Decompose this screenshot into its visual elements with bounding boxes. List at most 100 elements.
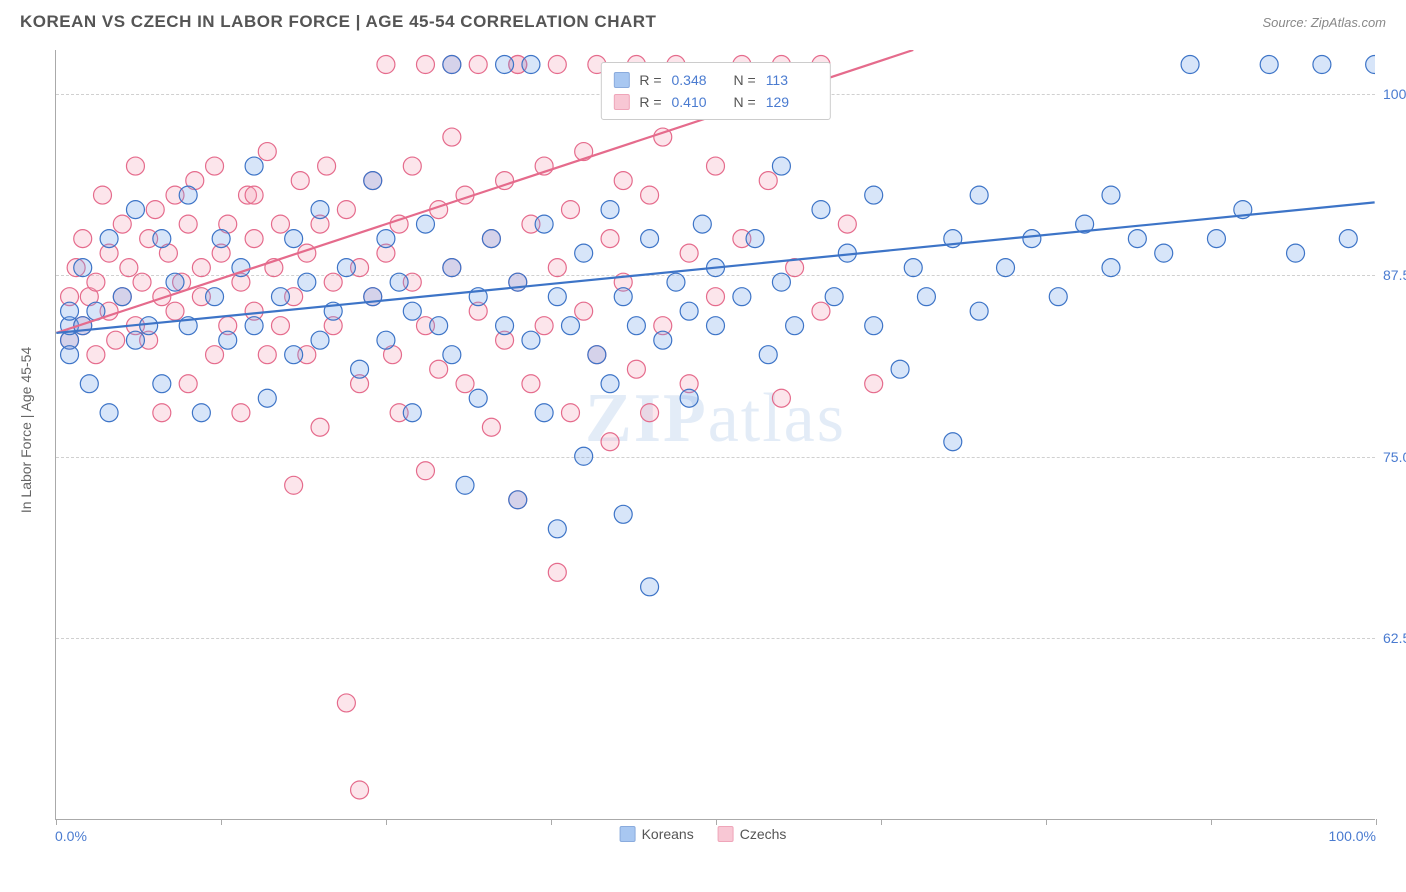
legend-r-koreans: 0.348 [672,69,724,91]
scatter-point [74,259,92,277]
legend-label-koreans: Koreans [642,826,694,842]
scatter-point [1313,56,1331,74]
scatter-point [865,186,883,204]
x-tick [56,819,57,825]
scatter-point [707,288,725,306]
legend-swatch-koreans-b [620,826,636,842]
scatter-point [113,288,131,306]
scatter-point [126,201,144,219]
scatter-point [258,346,276,364]
scatter-point [548,563,566,581]
scatter-point [759,172,777,190]
scatter-point [865,375,883,393]
scatter-point [772,389,790,407]
scatter-point [1155,244,1173,262]
scatter-point [377,230,395,248]
scatter-point [627,317,645,335]
chart-header: KOREAN VS CZECH IN LABOR FORCE | AGE 45-… [0,0,1406,40]
scatter-point [271,317,289,335]
scatter-point [601,201,619,219]
scatter-point [245,157,263,175]
scatter-point [87,346,105,364]
x-tick [1211,819,1212,825]
scatter-point [179,215,197,233]
scatter-point [746,230,764,248]
scatter-point [482,230,500,248]
scatter-point [291,172,309,190]
scatter-point [509,491,527,509]
scatter-point [245,230,263,248]
scatter-point [74,230,92,248]
legend-swatch-koreans [613,72,629,88]
scatter-point [667,273,685,291]
scatter-point [970,186,988,204]
scatter-point [535,215,553,233]
scatter-point [377,331,395,349]
scatter-point [601,230,619,248]
legend-swatch-czechs-b [718,826,734,842]
chart-plot-area: ZIPatlas R = 0.348 N = 113 R = 0.410 N =… [55,50,1375,820]
scatter-svg [56,50,1375,819]
scatter-point [614,288,632,306]
scatter-point [206,288,224,306]
scatter-point [318,157,336,175]
scatter-point [416,462,434,480]
scatter-point [146,201,164,219]
scatter-point [1128,230,1146,248]
y-axis-title: In Labor Force | Age 45-54 [18,347,34,513]
x-tick [1376,819,1377,825]
scatter-point [548,259,566,277]
scatter-point [522,56,540,74]
scatter-point [812,201,830,219]
scatter-point [812,302,830,320]
scatter-point [285,346,303,364]
scatter-point [588,346,606,364]
scatter-point [1339,230,1357,248]
scatter-point [1366,56,1375,74]
scatter-point [970,302,988,320]
scatter-point [522,331,540,349]
scatter-point [212,230,230,248]
scatter-point [456,375,474,393]
y-tick-label: 75.0% [1383,449,1406,465]
scatter-point [311,331,329,349]
scatter-point [443,56,461,74]
scatter-point [575,244,593,262]
scatter-point [100,230,118,248]
scatter-point [80,375,98,393]
scatter-point [601,433,619,451]
scatter-point [126,331,144,349]
scatter-point [772,273,790,291]
scatter-point [601,375,619,393]
scatter-point [627,360,645,378]
scatter-point [786,317,804,335]
x-axis-min-label: 0.0% [55,828,87,844]
scatter-point [126,157,144,175]
scatter-point [680,389,698,407]
legend-row-koreans: R = 0.348 N = 113 [613,69,817,91]
x-tick [881,819,882,825]
y-tick-label: 100.0% [1383,86,1406,102]
scatter-point [120,259,138,277]
legend-n-label: N = [734,69,756,91]
chart-source: Source: ZipAtlas.com [1262,15,1386,30]
y-tick-label: 62.5% [1383,630,1406,646]
scatter-point [469,56,487,74]
legend-n-koreans: 113 [766,69,818,91]
scatter-point [337,201,355,219]
x-tick [551,819,552,825]
scatter-point [1023,230,1041,248]
scatter-point [166,302,184,320]
scatter-point [548,56,566,74]
scatter-point [865,317,883,335]
scatter-point [707,157,725,175]
scatter-point [377,56,395,74]
scatter-point [271,215,289,233]
scatter-point [1181,56,1199,74]
scatter-point [562,317,580,335]
legend-item-czechs: Czechs [718,826,787,842]
scatter-point [179,186,197,204]
correlation-legend: R = 0.348 N = 113 R = 0.410 N = 129 [600,62,830,120]
scatter-point [614,172,632,190]
scatter-point [206,346,224,364]
